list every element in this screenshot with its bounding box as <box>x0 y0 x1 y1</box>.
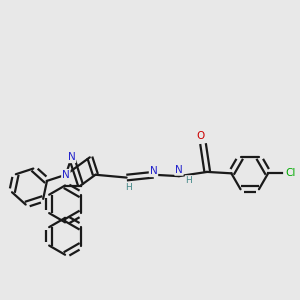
Text: N: N <box>150 166 158 176</box>
Text: N: N <box>175 165 183 175</box>
Text: H: H <box>185 176 192 185</box>
Text: N: N <box>68 152 75 162</box>
Text: H: H <box>124 183 131 192</box>
Text: Cl: Cl <box>285 168 296 178</box>
Text: N: N <box>62 170 70 180</box>
Text: O: O <box>196 131 204 141</box>
